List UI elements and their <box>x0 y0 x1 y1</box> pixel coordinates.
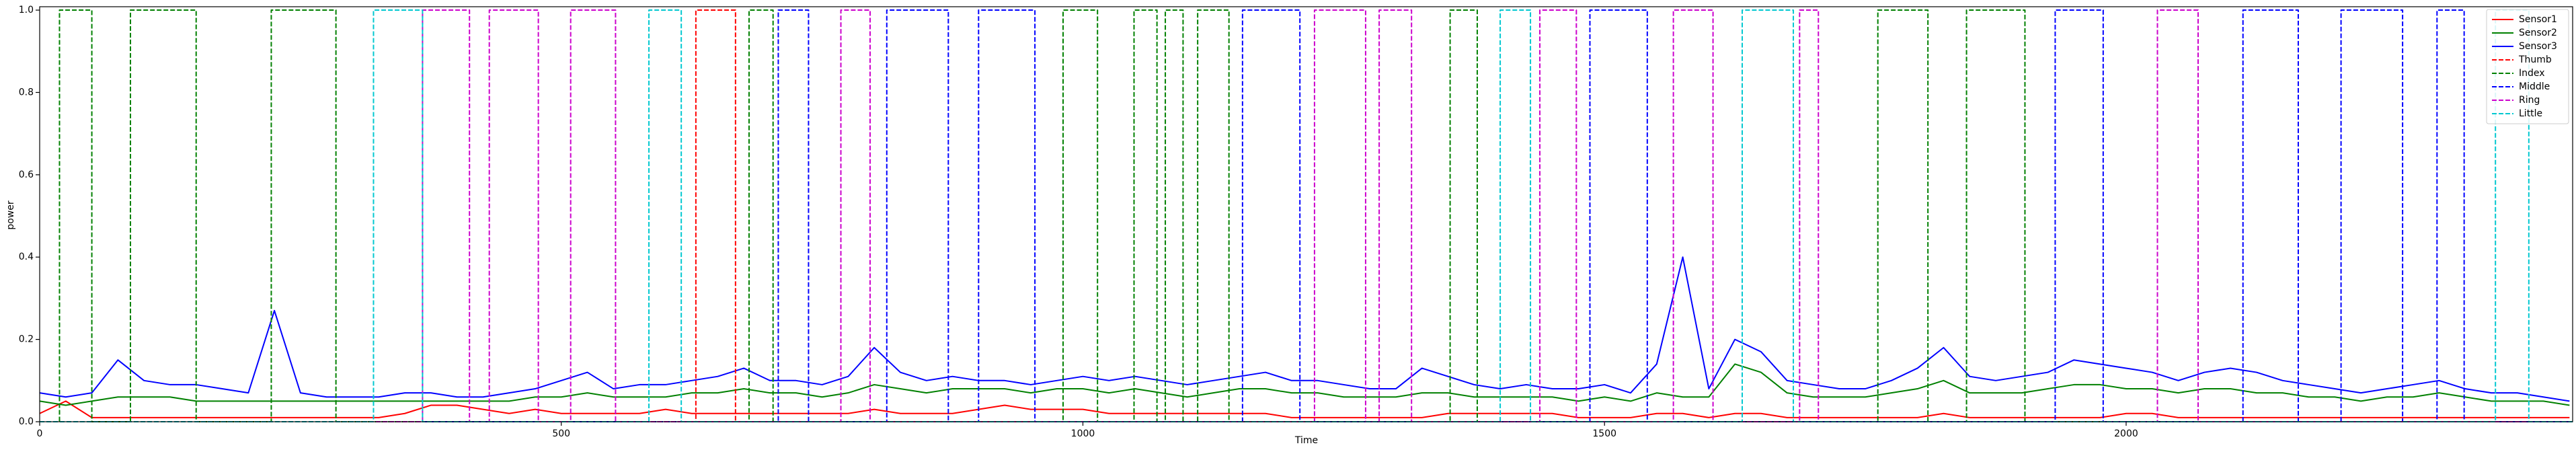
x-tick-label: 0 <box>37 428 43 439</box>
legend-box <box>2486 9 2569 124</box>
series-line <box>40 9 2573 422</box>
series-line <box>40 9 2573 422</box>
x-axis-label: Time <box>1294 435 1318 446</box>
x-tick-label: 1000 <box>1071 428 1095 439</box>
series-line <box>40 9 2573 422</box>
x-tick-label: 500 <box>552 428 570 439</box>
y-tick-label: 0.4 <box>19 252 34 262</box>
y-tick-label: 0.8 <box>19 87 34 98</box>
y-tick-label: 0.2 <box>19 334 34 345</box>
series-line <box>39 256 2570 402</box>
series-line <box>39 363 2570 406</box>
series-line <box>40 9 2573 422</box>
y-tick-label: 0.6 <box>19 169 34 180</box>
legend-label: Sensor2 <box>2519 28 2557 38</box>
legend-label: Index <box>2519 68 2545 79</box>
plot-frame <box>39 6 2573 422</box>
y-tick-label: 0.0 <box>19 416 34 427</box>
x-tick-label: 1500 <box>1592 428 1616 439</box>
legend-label: Middle <box>2519 81 2550 92</box>
series-line <box>40 9 2573 422</box>
legend-label: Thumb <box>2518 54 2552 65</box>
legend-label: Ring <box>2519 95 2540 106</box>
x-tick-label: 2000 <box>2114 428 2138 439</box>
legend-label: Little <box>2519 108 2542 119</box>
legend-label: Sensor1 <box>2519 14 2557 25</box>
series-line <box>39 400 2570 418</box>
legend-label: Sensor3 <box>2519 41 2557 52</box>
y-axis-label: power <box>5 200 16 230</box>
y-tick-label: 1.0 <box>19 5 34 15</box>
